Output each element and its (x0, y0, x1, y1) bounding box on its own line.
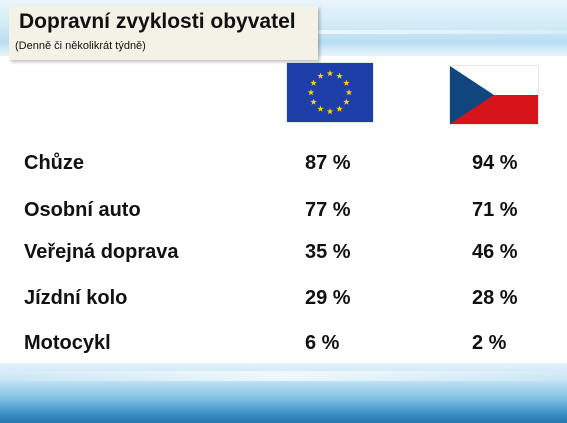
list-item: Veřejná doprava 35 % 46 % (0, 241, 567, 271)
eu-flag-icon (287, 63, 373, 122)
star-icon (336, 105, 343, 112)
row-label: Osobní auto (24, 199, 141, 221)
star-icon (317, 105, 324, 112)
cz-value: 28 % (472, 287, 518, 309)
page-title: Dopravní zvyklosti obyvatel (19, 10, 296, 33)
eu-value: 35 % (305, 241, 351, 263)
row-label: Veřejná doprava (24, 241, 179, 263)
row-label: Jízdní kolo (24, 287, 128, 309)
czech-flag-graphic (450, 66, 538, 124)
star-icon (336, 72, 343, 79)
row-label: Chůze (24, 152, 84, 174)
eu-value: 77 % (305, 199, 351, 221)
star-icon (307, 89, 315, 96)
star-icon (343, 79, 350, 86)
cz-value: 46 % (472, 241, 518, 263)
eu-stars (307, 70, 353, 115)
star-icon (310, 98, 317, 105)
list-item: Osobní auto 77 % 71 % (0, 199, 567, 229)
row-label: Motocykl (24, 332, 111, 354)
bottom-decorative-band (0, 363, 567, 423)
star-icon (326, 70, 334, 77)
star-icon (345, 89, 353, 96)
star-icon (326, 108, 334, 115)
eu-value: 29 % (305, 287, 351, 309)
list-item: Chůze 87 % 94 % (0, 152, 567, 182)
cz-value: 2 % (472, 332, 507, 354)
cz-value: 71 % (472, 199, 518, 221)
eu-value: 87 % (305, 152, 351, 174)
list-item: Jízdní kolo 29 % 28 % (0, 287, 567, 317)
czech-flag-icon (450, 66, 538, 124)
eu-value: 6 % (305, 332, 340, 354)
list-item: Motocykl 6 % 2 % (0, 332, 567, 362)
page-subtitle: (Denně či několikrát týdně) (15, 40, 146, 52)
star-icon (343, 98, 350, 105)
star-icon (317, 72, 324, 79)
title-box (9, 6, 318, 60)
cz-value: 94 % (472, 152, 518, 174)
star-icon (310, 79, 317, 86)
